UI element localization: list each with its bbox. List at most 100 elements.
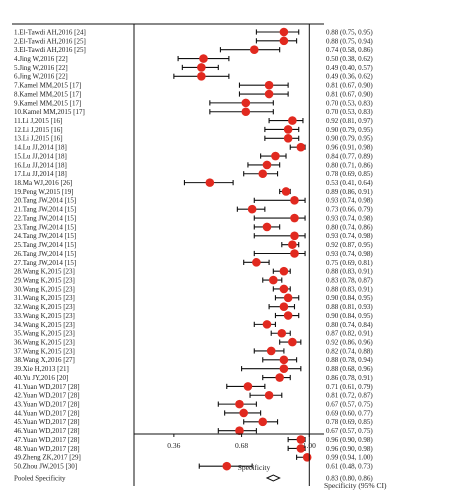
study-label: 5.Jing W,2016 [22] (14, 64, 68, 72)
study-row: 2.El-Tawdi AH,2016 [25] 0.88 (0.75, 0.94) (14, 36, 373, 45)
point-estimate (296, 435, 306, 444)
study-label: 29.Wang K,2015 [23] (14, 276, 75, 284)
study-label: 11.Li J,2015 [16] (14, 117, 62, 125)
ci-value-label: 0.88 (0.78, 0.94) (326, 356, 373, 364)
ci-value-label: 0.88 (0.75, 0.94) (326, 37, 373, 45)
study-row: 28.Wang K,2015 [23] 0.88 (0.83, 0.91) (14, 266, 373, 276)
point-estimate (281, 187, 291, 196)
ci-value-label: 0.78 (0.69, 0.85) (326, 170, 373, 178)
study-label: 27.Tang JW,2014 [15] (14, 259, 76, 267)
point-estimate (279, 27, 289, 37)
study-row: 33.Wang K,2015 [23] 0.90 (0.84, 0.95) (14, 311, 373, 320)
ci-value-label: 0.90 (0.84, 0.95) (326, 312, 373, 320)
point-estimate (283, 134, 293, 143)
ci-value-label: 0.88 (0.81, 0.93) (326, 303, 373, 311)
study-row: 11.Li J,2015 [16] 0.92 (0.81, 0.97) (14, 116, 373, 125)
study-row: 14.Lu JJ,2014 [18] 0.96 (0.91, 0.98) (14, 142, 373, 152)
point-estimate (290, 249, 299, 258)
ci-value-label: 0.88 (0.75, 0.95) (326, 28, 373, 36)
study-label: 1.El-Tawdi AH,2016 [24] (14, 28, 86, 36)
ci-value-label: 0.93 (0.74, 0.98) (326, 197, 373, 205)
ci-value-label: 0.87 (0.82, 0.91) (326, 330, 373, 338)
study-label: 28.Wang K,2015 [23] (14, 268, 75, 276)
ci-value-label: 0.78 (0.69, 0.85) (326, 418, 373, 426)
study-row: 38.Wang X,2016 [27] 0.88 (0.78, 0.94) (14, 355, 373, 365)
ci-value-label: 0.80 (0.74, 0.86) (326, 223, 373, 231)
study-row: 16.Lu JJ,2014 [18] 0.80 (0.71, 0.86) (14, 160, 373, 170)
study-label: 9.Kamel MM,2015 [17] (14, 99, 81, 107)
ci-value-label: 0.73 (0.66, 0.79) (326, 206, 373, 214)
ci-value-label: 0.93 (0.74, 0.98) (326, 214, 373, 222)
point-estimate (197, 72, 206, 81)
point-estimate (275, 373, 284, 382)
study-row: 48.Yuan WD,2017 [28] 0.96 (0.90, 0.98) (14, 444, 373, 453)
study-row: 18.Ma WJ,2016 [26] 0.53 (0.41, 0.64) (14, 178, 373, 187)
study-row: 50.Zhou JW,2015 [30] 0.61 (0.48, 0.73) (14, 461, 373, 471)
ci-value-label: 0.81 (0.67, 0.90) (326, 90, 373, 98)
study-row: 6.Jing W,2016 [22] 0.49 (0.36, 0.62) (14, 72, 373, 81)
study-label: 12.Li J,2015 [16] (14, 126, 63, 134)
x-axis: 0.36 0.68 1.00 (134, 433, 324, 450)
point-estimate (249, 45, 259, 55)
point-estimate (262, 160, 272, 170)
study-row: 49.Zheng ZK,2017 [29] 0.99 (0.94, 1.00) (14, 452, 373, 462)
study-row: 21.Tang JW,2014 [15] 0.73 (0.66, 0.79) (14, 204, 373, 214)
ci-value-label: 0.96 (0.90, 0.98) (326, 445, 373, 453)
ci-value-label: 0.70 (0.53, 0.83) (326, 99, 373, 107)
study-label: 10.Kamel MM,2015 [17] (14, 108, 85, 116)
point-estimate (264, 80, 274, 90)
study-row: 39.Xie H,2013 [21] 0.88 (0.68, 0.96) (14, 364, 373, 373)
study-row: 13.Li J,2015 [16] 0.90 (0.79, 0.95) (14, 134, 373, 143)
study-label: 33.Wang K,2015 [23] (14, 312, 75, 320)
study-row: 42.Yuan WD,2017 [28] 0.81 (0.72, 0.87) (14, 390, 373, 400)
point-estimate (296, 444, 306, 453)
study-row: 41.Yuan WD,2017 [28] 0.71 (0.61, 0.79) (14, 382, 373, 391)
point-estimate (290, 231, 299, 241)
study-row: 47.Yuan WD,2017 [28] 0.96 (0.90, 0.98) (14, 435, 373, 444)
study-label: 13.Li J,2015 [16] (14, 135, 63, 143)
study-row: 26.Tang JW,2014 [15] 0.93 (0.74, 0.98) (14, 249, 373, 258)
point-estimate (235, 399, 244, 409)
study-row: 8.Kamel MM,2015 [17] 0.81 (0.67, 0.90) (14, 89, 373, 98)
study-row: 17.Lu JJ,2014 [18] 0.78 (0.69, 0.85) (14, 169, 373, 178)
study-label: 26.Tang JW,2014 [15] (14, 250, 76, 258)
study-label: 36.Wang K,2015 [23] (14, 339, 75, 347)
study-row: 10.Kamel MM,2015 [17] 0.70 (0.53, 0.83) (14, 107, 373, 116)
study-label: 34.Wang K,2015 [23] (14, 321, 75, 329)
ci-value-label: 0.88 (0.83, 0.91) (326, 268, 373, 276)
study-row: 34.Wang K,2015 [23] 0.80 (0.74, 0.84) (14, 320, 373, 329)
ci-value-label: 0.93 (0.74, 0.98) (326, 232, 373, 240)
study-row: 3.El-Tawdi AH,2016 [25] 0.74 (0.58, 0.86) (14, 45, 373, 54)
study-label: 32.Wang K,2015 [23] (14, 303, 75, 311)
study-label: 4.Jing W,2016 [22] (14, 55, 68, 63)
ci-value-label: 0.81 (0.72, 0.87) (326, 392, 373, 400)
study-row: 36.Wang K,2015 [23] 0.92 (0.86, 0.96) (14, 337, 373, 347)
point-estimate (235, 426, 244, 436)
pooled-value-label: 0.83 (0.80, 0.86) (326, 474, 373, 482)
point-estimate (269, 275, 278, 285)
ci-value-label: 0.50 (0.38, 0.62) (326, 55, 373, 63)
ci-value-label: 0.71 (0.61, 0.79) (326, 383, 373, 391)
study-label: 40.Yu JY,2016 [20] (14, 374, 68, 382)
ci-value-label: 0.74 (0.58, 0.86) (326, 46, 373, 54)
study-row: 44.Yuan WD,2017 [28] 0.69 (0.60, 0.77) (14, 408, 373, 417)
ci-value-label: 0.75 (0.69, 0.81) (326, 259, 373, 267)
point-estimate (279, 355, 289, 365)
ci-value-label: 0.81 (0.67, 0.90) (326, 82, 373, 90)
study-label: 25.Tang JW,2014 [15] (14, 241, 76, 249)
point-estimate (277, 328, 287, 338)
ci-value-label: 0.67 (0.57, 0.75) (326, 401, 373, 409)
pooled-label: Pooled Specificity (14, 474, 66, 482)
pooled-diamond (265, 474, 281, 482)
study-row: 5.Jing W,2016 [22] 0.49 (0.40, 0.57) (14, 63, 373, 72)
study-label: 14.Lu JJ,2014 [18] (14, 144, 67, 152)
study-label: 21.Tang JW,2014 [15] (14, 206, 76, 214)
study-row: 12.Li J,2015 [16] 0.90 (0.79, 0.95) (14, 125, 373, 134)
ci-value-label: 0.90 (0.84, 0.95) (326, 294, 373, 302)
point-estimate (258, 417, 268, 427)
point-estimate (266, 346, 276, 356)
ci-value-label: 0.88 (0.83, 0.91) (326, 285, 373, 293)
study-row: 9.Kamel MM,2015 [17] 0.70 (0.53, 0.83) (14, 98, 373, 107)
study-label: 31.Wang K,2015 [23] (14, 294, 75, 302)
study-row: 24.Tang JW,2014 [15] 0.93 (0.74, 0.98) (14, 231, 373, 240)
